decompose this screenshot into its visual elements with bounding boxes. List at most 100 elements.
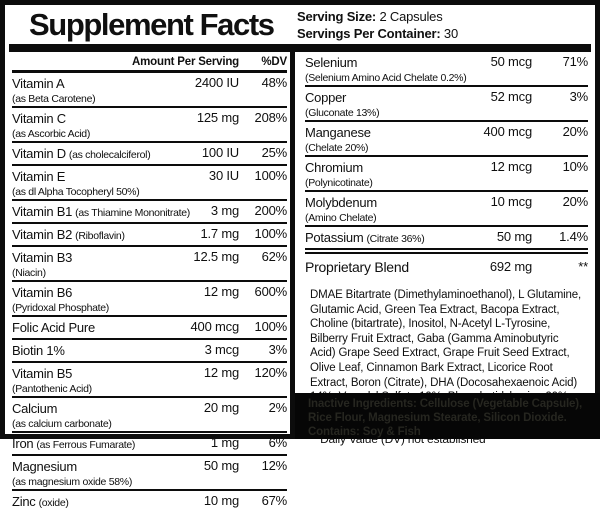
nutrient-name: Selenium bbox=[305, 55, 358, 70]
nutrient-amount: 12 mcg bbox=[490, 159, 533, 175]
nutrient-row: Biotin 1% 3 mcg 3% bbox=[12, 340, 288, 364]
nutrient-form: (Pyridoxal Phosphate) bbox=[12, 302, 110, 315]
nutrient-name-cell: Biotin 1% bbox=[12, 342, 205, 360]
nutrient-amount: 3 mg bbox=[210, 203, 239, 219]
nutrient-name: Vitamin B3 bbox=[12, 250, 73, 266]
nutrient-amount: 100 IU bbox=[201, 145, 239, 161]
nutrient-row: Potassium (Citrate 36%) 50 mg 1.4% bbox=[305, 227, 588, 251]
nutrient-name: Vitamin E bbox=[12, 169, 66, 185]
nutrient-daily-value: 25% bbox=[261, 145, 288, 161]
nutrient-row: Chromium (Polynicotinate) 12 mcg 10% bbox=[305, 157, 588, 193]
nutrient-name-cell: Copper (Gluconate 13%) bbox=[305, 89, 491, 119]
columns: Amount Per Serving %DV Vitamin A (as Beta… bbox=[5, 52, 595, 509]
nutrient-name-cell: Vitamin B3 (Niacin) bbox=[12, 249, 193, 279]
nutrient-form: (as Beta Carotene) bbox=[12, 93, 96, 105]
nutrient-daily-value: 3% bbox=[569, 89, 589, 105]
nutrient-form: (as cholecalciferol) bbox=[68, 149, 151, 162]
nutrient-amount: 10 mg bbox=[203, 493, 239, 509]
nutrient-amount: 20 mg bbox=[203, 400, 239, 416]
nutrient-name-cell: Manganese (Chelate 20%) bbox=[305, 124, 484, 154]
nutrient-row: Vitamin B2 (Riboflavin) 1.7 mg 100% bbox=[12, 224, 287, 248]
nutrient-row: Vitamin E (as dl Alpha Tocopheryl 50%) 30… bbox=[12, 166, 288, 202]
servings-per-container-value: 30 bbox=[443, 25, 458, 41]
serving-size-line: Serving Size: 2 Capsules bbox=[297, 9, 458, 26]
nutrient-row: Folic Acid Pure 400 mcg 100% bbox=[12, 317, 288, 341]
nutrient-name: Vitamin B1 bbox=[12, 204, 73, 220]
nutrient-form: (Gluconate 13%) bbox=[305, 107, 380, 120]
nutrient-daily-value: 12% bbox=[261, 458, 288, 474]
nutrient-row: Manganese (Chelate 20%) 400 mcg 20% bbox=[305, 122, 589, 158]
nutrient-name: Copper bbox=[305, 90, 347, 106]
nutrient-name-cell: Proprietary Blend bbox=[305, 259, 490, 277]
servings-per-container-label: Servings Per Container: bbox=[297, 25, 441, 41]
nutrient-name: Iron bbox=[12, 436, 34, 452]
servings-per-container-line: Servings Per Container: 30 bbox=[297, 26, 458, 43]
table-header: Amount Per Serving %DV bbox=[12, 52, 287, 73]
nutrient-daily-value: 1.4% bbox=[559, 229, 588, 245]
nutrient-name: Magnesium bbox=[12, 459, 77, 475]
column-divider bbox=[290, 52, 295, 434]
nutrient-form: (as calcium carbonate) bbox=[12, 418, 112, 431]
nutrient-daily-value: 100% bbox=[254, 168, 288, 184]
nutrient-name: Manganese bbox=[305, 125, 371, 141]
right-nutrient-rows: Selenium (Selenium Amino Acid Chelate 0.2… bbox=[305, 52, 588, 281]
nutrient-daily-value: 2% bbox=[268, 400, 288, 416]
nutrient-daily-value: 67% bbox=[261, 493, 288, 509]
label-paper: Supplement Facts Serving Size: 2 Capsule… bbox=[5, 5, 600, 509]
nutrient-row: Vitamin B5 (Pantothenic Acid) 12 mg 120% bbox=[12, 363, 287, 399]
nutrient-amount: 125 mg bbox=[196, 110, 239, 126]
nutrient-row: Vitamin D (as cholecalciferol) 100 IU 25% bbox=[12, 143, 288, 167]
nutrient-daily-value: 100% bbox=[254, 319, 288, 335]
nutrient-form: (oxide) bbox=[38, 497, 69, 510]
nutrient-name-cell: Chromium (Polynicotinate) bbox=[305, 159, 491, 189]
nutrient-row: Vitamin C (as Ascorbic Acid) 125 mg 208% bbox=[12, 108, 288, 144]
nutrient-amount: 50 mg bbox=[496, 229, 532, 245]
nutrient-name: Zinc bbox=[12, 494, 36, 510]
nutrient-row: Vitamin B1 (as Thiamine Mononitrate) 3 mg… bbox=[12, 201, 287, 225]
nutrient-name-cell: Calcium (as calcium carbonate) bbox=[12, 400, 204, 430]
nutrient-amount: 50 mcg bbox=[490, 54, 533, 69]
nutrient-name: Proprietary Blend bbox=[305, 259, 409, 276]
amount-per-serving-header: Amount Per Serving bbox=[132, 56, 239, 68]
nutrient-daily-value: 6% bbox=[268, 435, 288, 451]
left-nutrient-rows: Vitamin A (as Beta Carotene) 2400 IU 48% … bbox=[12, 73, 287, 512]
nutrient-daily-value: 3% bbox=[268, 342, 288, 358]
nutrient-name-cell: Selenium (Selenium Amino Acid Chelate 0.2… bbox=[305, 54, 491, 84]
nutrient-daily-value: 62% bbox=[261, 249, 288, 265]
percent-dv-header: %DV bbox=[261, 56, 287, 68]
nutrient-amount: 1 mg bbox=[210, 435, 239, 451]
nutrient-name: Vitamin D bbox=[12, 146, 66, 162]
nutrient-name: Potassium bbox=[305, 230, 364, 246]
nutrient-name: Vitamin B2 bbox=[12, 227, 73, 243]
nutrient-row: Calcium (as calcium carbonate) 20 mg 2% bbox=[12, 398, 288, 434]
nutrient-amount: 52 mcg bbox=[490, 89, 533, 105]
supplement-facts-title: Supplement Facts bbox=[29, 7, 275, 42]
nutrient-daily-value: ** bbox=[578, 259, 588, 275]
nutrient-amount: 400 mcg bbox=[190, 319, 240, 335]
nutrient-form: (Chelate 20%) bbox=[305, 142, 369, 155]
nutrient-row: Selenium (Selenium Amino Acid Chelate 0.2… bbox=[305, 52, 588, 88]
nutrient-form: (Pantothenic Acid) bbox=[12, 383, 92, 396]
nutrient-row: Copper (Gluconate 13%) 52 mcg 3% bbox=[305, 87, 589, 123]
nutrient-amount: 400 mcg bbox=[483, 124, 533, 140]
nutrient-name-cell: Iron (as Ferrous Fumarate) bbox=[12, 435, 211, 453]
nutrient-daily-value: 20% bbox=[562, 124, 589, 140]
nutrient-name-cell: Vitamin A (as Beta Carotene) bbox=[12, 75, 195, 105]
nutrient-name: Vitamin A bbox=[12, 76, 65, 91]
nutrient-form: (as Ferrous Fumarate) bbox=[36, 439, 136, 452]
nutrient-row: Magnesium (as magnesium oxide 58%) 50 mg … bbox=[12, 456, 288, 492]
nutrient-name: Chromium bbox=[305, 160, 363, 176]
nutrient-daily-value: 208% bbox=[254, 110, 288, 126]
nutrient-amount: 12.5 mg bbox=[193, 249, 239, 265]
nutrient-row: Vitamin A (as Beta Carotene) 2400 IU 48% bbox=[12, 73, 287, 109]
nutrient-amount: 1.7 mg bbox=[200, 226, 239, 242]
nutrient-name-cell: Vitamin D (as cholecalciferol) bbox=[12, 145, 202, 163]
nutrient-form: (Selenium Amino Acid Chelate 0.2%) bbox=[305, 72, 467, 84]
nutrient-name: Molybdenum bbox=[305, 195, 377, 211]
nutrient-name-cell: Vitamin B5 (Pantothenic Acid) bbox=[12, 365, 204, 395]
nutrient-form: (Citrate 36%) bbox=[366, 233, 425, 246]
serving-info: Serving Size: 2 Capsules Servings Per Co… bbox=[297, 5, 458, 43]
nutrient-form: (Niacin) bbox=[12, 267, 46, 280]
nutrient-name: Biotin 1% bbox=[12, 343, 65, 359]
